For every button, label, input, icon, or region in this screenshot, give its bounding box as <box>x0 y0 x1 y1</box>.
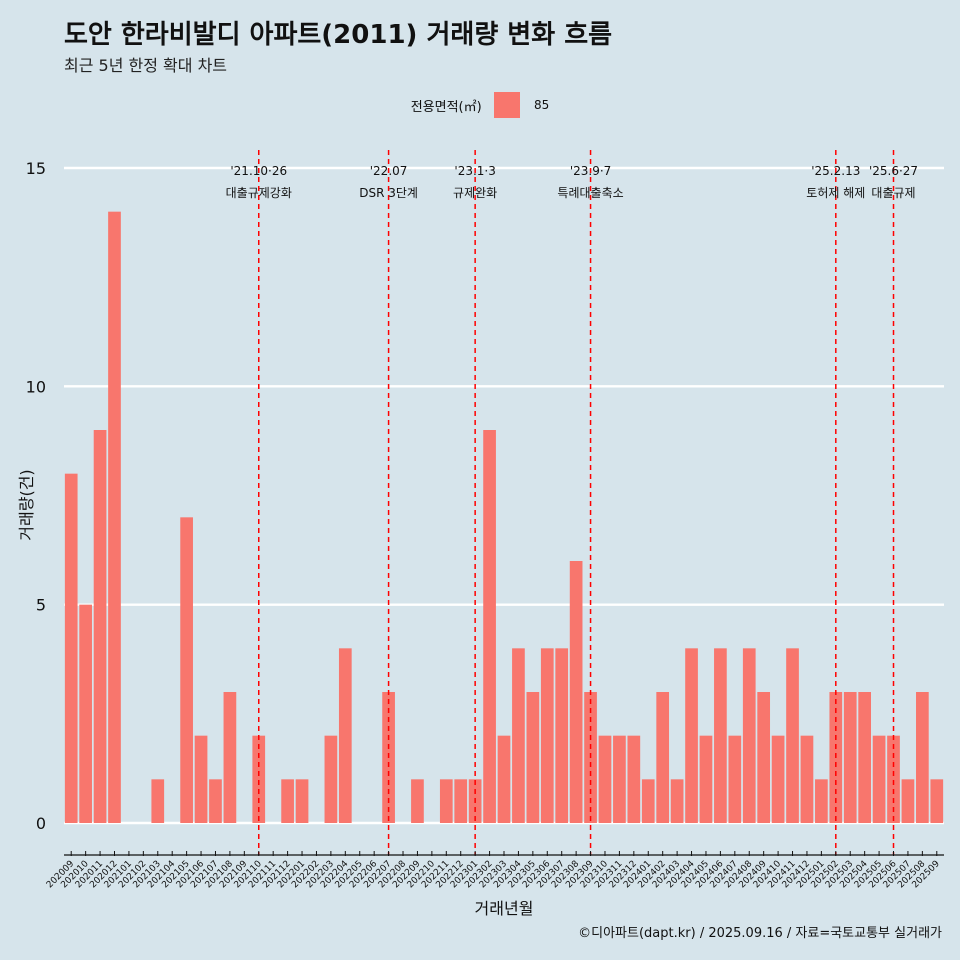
bar <box>194 735 208 823</box>
x-axis: 2020092020102020112020122021012021022021… <box>45 851 944 890</box>
bar <box>64 473 78 823</box>
bar <box>670 779 684 823</box>
legend-title: 전용면적(㎡) <box>410 99 482 115</box>
bar <box>598 735 612 823</box>
bar <box>714 648 727 823</box>
y-tick-label: 10 <box>26 377 46 396</box>
bar <box>411 779 424 823</box>
annotations: '21.10·26 대출규제강화 '22.07 DSR 3단계 '23.1·3 규제완화 '… <box>226 164 918 200</box>
chart-subtitle: 최근 5년 한정 확대 차트 <box>64 56 228 75</box>
bar <box>742 648 756 823</box>
x-axis-title: 거래년월 <box>475 899 534 918</box>
grid-lines <box>64 166 944 825</box>
annotation-label: DSR 3단계 <box>359 186 418 200</box>
y-tick-label: 15 <box>26 159 46 178</box>
annotation-label: 대출규제 <box>871 186 915 200</box>
bar <box>613 735 626 823</box>
bar <box>858 692 872 823</box>
bar <box>771 735 785 823</box>
bar <box>483 430 496 823</box>
bar <box>108 211 121 823</box>
annotation-date: '23.9·7 <box>570 164 611 178</box>
annotation-date: '22.07 <box>370 164 408 178</box>
bar <box>281 779 294 823</box>
annotation-date: '25.2.13 <box>811 164 860 178</box>
bar <box>223 692 237 823</box>
bar <box>685 648 698 823</box>
bar <box>627 735 641 823</box>
annotation-label: 토허제 해제 <box>806 186 865 200</box>
chart-title: 도안 한라비발디 아파트(2011) 거래량 변화 흐름 <box>64 20 613 50</box>
legend-swatch <box>493 92 520 118</box>
bar <box>295 779 309 823</box>
bar <box>757 692 771 823</box>
bar <box>151 779 165 823</box>
annotation-date: '23.1·3 <box>454 164 495 178</box>
annotation-label: 규제완화 <box>453 186 497 200</box>
bar <box>656 692 670 823</box>
bar <box>324 735 338 823</box>
bar <box>497 735 511 823</box>
bar <box>79 604 92 823</box>
bar <box>887 735 900 823</box>
bar <box>641 779 655 823</box>
bar <box>916 692 929 823</box>
bar <box>699 735 713 823</box>
bar <box>569 561 583 823</box>
annotation-label: 대출규제강화 <box>226 186 292 200</box>
bar <box>439 779 453 823</box>
legend: 전용면적(㎡) 85 <box>0 92 960 118</box>
y-tick-label: 5 <box>36 596 46 615</box>
annotation-date: '21.10·26 <box>230 164 287 178</box>
event-lines <box>258 150 895 855</box>
bar <box>338 648 352 823</box>
bar <box>526 692 540 823</box>
bar <box>209 779 222 823</box>
bar <box>180 517 193 823</box>
bar <box>252 735 266 823</box>
bar <box>800 735 814 823</box>
bar <box>901 779 915 823</box>
bar <box>454 779 468 823</box>
legend-label: 85 <box>533 98 550 112</box>
y-tick-label: 0 <box>36 814 46 833</box>
annotation-date: '25.6·27 <box>869 164 918 178</box>
bar <box>815 779 828 823</box>
bar <box>843 692 857 823</box>
bar <box>728 735 742 823</box>
bar <box>872 735 886 823</box>
bar <box>93 430 107 823</box>
caption: ©디아파트(dapt.kr) / 2025.09.16 / 자료=국토교통부 실… <box>578 926 942 941</box>
bar <box>555 648 569 823</box>
bar <box>786 648 799 823</box>
annotation-label: 특례대출축소 <box>557 186 623 200</box>
bar <box>540 648 554 823</box>
bar <box>930 779 944 823</box>
bars <box>64 211 944 823</box>
y-axis-ticks: 0 5 10 15 <box>26 159 46 833</box>
bar <box>512 648 525 823</box>
y-axis-title: 거래량(건) <box>17 469 36 540</box>
